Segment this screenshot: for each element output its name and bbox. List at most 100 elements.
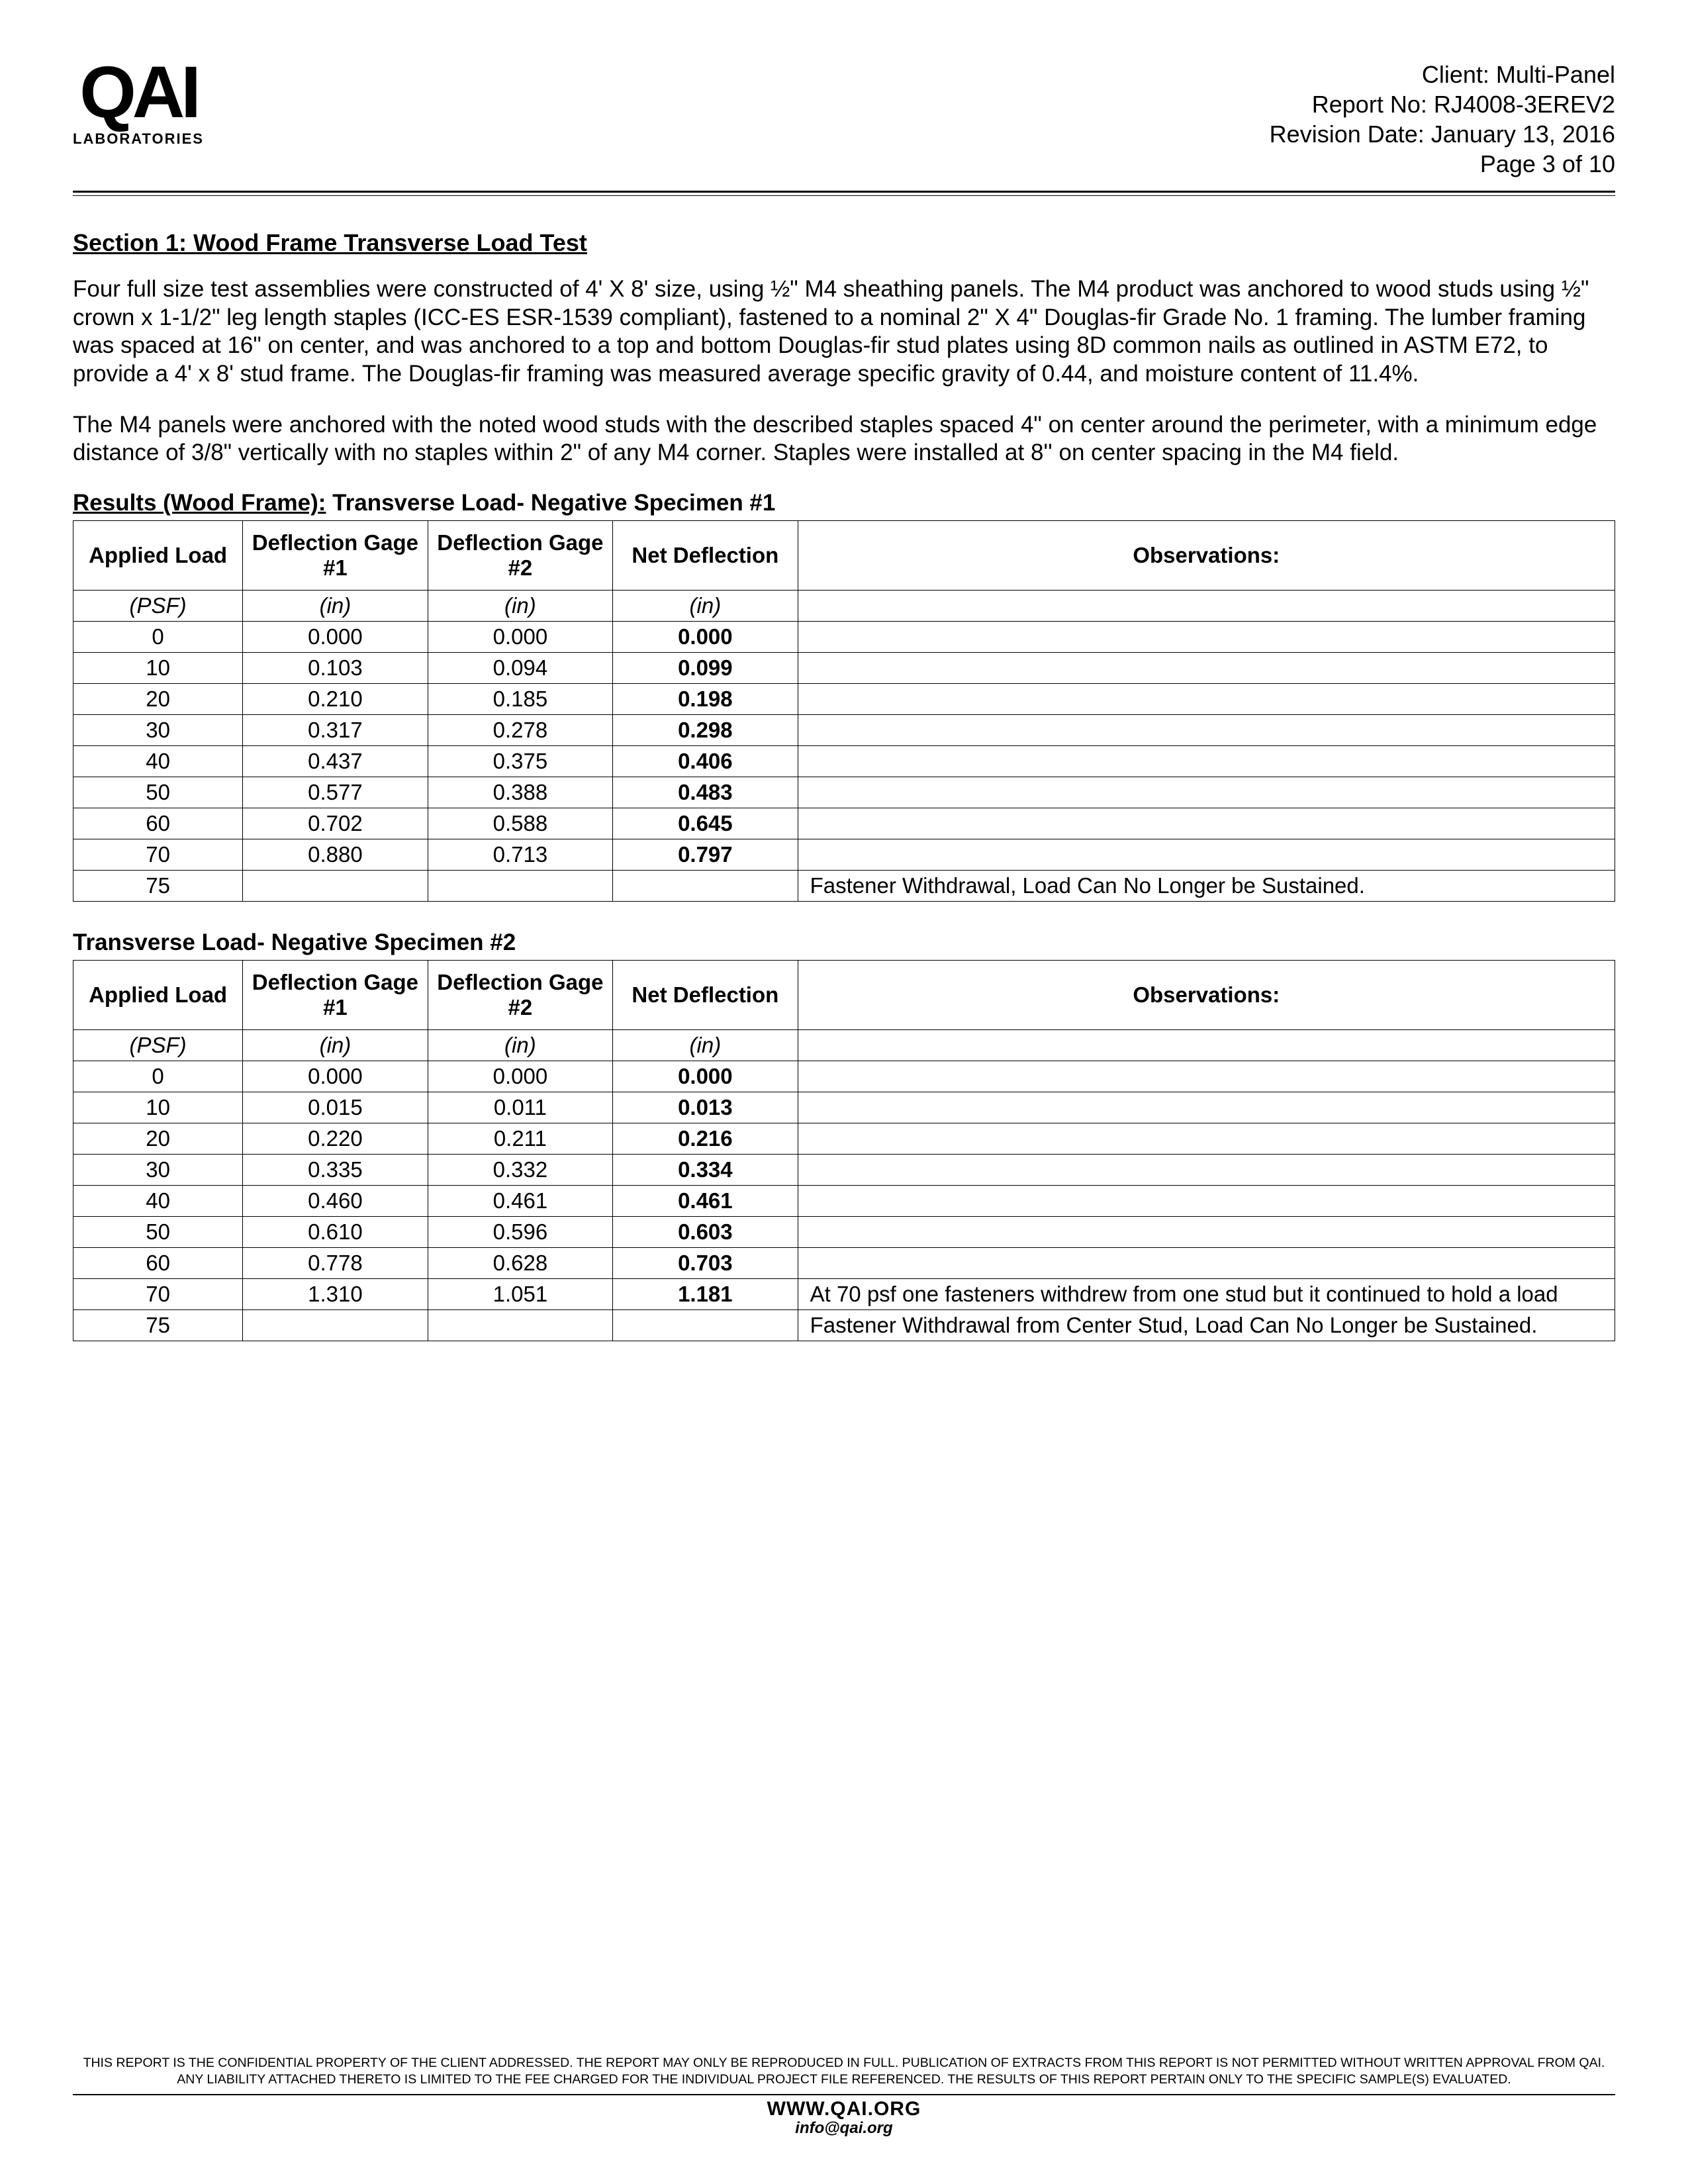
table2-body: 00.0000.0000.000100.0150.0110.013200.220… [73, 1061, 1615, 1341]
paragraph-2: The M4 panels were anchored with the not… [73, 411, 1615, 467]
cell-gage1: 0.317 [243, 715, 428, 746]
cell-gage1: 0.000 [243, 1061, 428, 1092]
cell-observation [798, 1216, 1615, 1247]
col-load: Applied Load [73, 521, 243, 591]
cell-net: 0.703 [613, 1247, 798, 1278]
cell-gage2: 0.375 [428, 746, 612, 777]
cell-gage2: 0.388 [428, 777, 612, 808]
page-header: QAI LABORATORIES Client: Multi-Panel Rep… [73, 60, 1615, 179]
results-label: Results (Wood Frame): [73, 490, 326, 516]
cell-gage2 [428, 1309, 612, 1341]
table-row: 600.7780.6280.703 [73, 1247, 1615, 1278]
cell-net [613, 871, 798, 902]
table-row: 100.1030.0940.099 [73, 653, 1615, 684]
cell-observation: Fastener Withdrawal from Center Stud, Lo… [798, 1309, 1615, 1341]
logo-sub: LABORATORIES [73, 130, 204, 148]
table-units-row: (PSF) (in) (in) (in) [73, 1029, 1615, 1061]
header-report-no: Report No: RJ4008-3EREV2 [1270, 89, 1615, 119]
table-row: 701.3101.0511.181At 70 psf one fasteners… [73, 1278, 1615, 1309]
unit-in: (in) [428, 1029, 612, 1061]
cell-gage1 [243, 1309, 428, 1341]
col-g1: Deflection Gage #1 [243, 521, 428, 591]
cell-gage1: 0.015 [243, 1092, 428, 1123]
cell-observation [798, 746, 1615, 777]
cell-net: 0.198 [613, 684, 798, 715]
cell-net: 0.216 [613, 1123, 798, 1154]
table-header-row: Applied Load Deflection Gage #1 Deflecti… [73, 521, 1615, 591]
table-row: 100.0150.0110.013 [73, 1092, 1615, 1123]
unit-in: (in) [243, 1029, 428, 1061]
cell-load: 30 [73, 715, 243, 746]
cell-gage1: 0.220 [243, 1123, 428, 1154]
cell-gage2: 0.588 [428, 808, 612, 839]
unit-in: (in) [243, 591, 428, 622]
cell-observation [798, 1092, 1615, 1123]
logo: QAI LABORATORIES [73, 60, 204, 148]
table2-heading: Transverse Load- Negative Specimen #2 [73, 929, 1615, 956]
cell-load: 40 [73, 1185, 243, 1216]
table-row: 700.8800.7130.797 [73, 839, 1615, 871]
cell-observation [798, 622, 1615, 653]
section-title: Section 1: Wood Frame Transverse Load Te… [73, 229, 1615, 257]
table2-caption: Transverse Load- Negative Specimen #2 [73, 929, 516, 955]
footer-url: WWW.QAI.ORG [73, 2098, 1615, 2120]
table-row: 00.0000.0000.000 [73, 1061, 1615, 1092]
table-row: 00.0000.0000.000 [73, 622, 1615, 653]
header-rule-thin [73, 195, 1615, 196]
cell-observation: At 70 psf one fasteners withdrew from on… [798, 1278, 1615, 1309]
cell-load: 10 [73, 653, 243, 684]
col-obs: Observations: [798, 961, 1615, 1030]
table-specimen-1: Applied Load Deflection Gage #1 Deflecti… [73, 520, 1615, 902]
header-client: Client: Multi-Panel [1270, 60, 1615, 89]
cell-net: 0.406 [613, 746, 798, 777]
table-row: 400.4370.3750.406 [73, 746, 1615, 777]
cell-observation [798, 1123, 1615, 1154]
table-row: 500.6100.5960.603 [73, 1216, 1615, 1247]
unit-psf: (PSF) [73, 591, 243, 622]
col-load: Applied Load [73, 961, 243, 1030]
cell-net: 0.298 [613, 715, 798, 746]
cell-gage1: 0.000 [243, 622, 428, 653]
cell-net: 0.000 [613, 622, 798, 653]
cell-load: 75 [73, 871, 243, 902]
paragraph-1: Four full size test assemblies were cons… [73, 275, 1615, 389]
table-row: 300.3170.2780.298 [73, 715, 1615, 746]
unit-blank [798, 1029, 1615, 1061]
col-net: Net Deflection [613, 961, 798, 1030]
cell-gage1: 0.103 [243, 653, 428, 684]
cell-load: 70 [73, 1278, 243, 1309]
cell-observation [798, 839, 1615, 871]
cell-gage2: 0.000 [428, 622, 612, 653]
unit-psf: (PSF) [73, 1029, 243, 1061]
unit-in: (in) [613, 591, 798, 622]
cell-gage2: 0.461 [428, 1185, 612, 1216]
col-g2: Deflection Gage #2 [428, 521, 612, 591]
cell-gage1: 0.778 [243, 1247, 428, 1278]
cell-gage2: 1.051 [428, 1278, 612, 1309]
cell-load: 75 [73, 1309, 243, 1341]
cell-gage1: 0.880 [243, 839, 428, 871]
cell-net: 0.334 [613, 1154, 798, 1185]
cell-gage1 [243, 871, 428, 902]
cell-net: 0.099 [613, 653, 798, 684]
page-footer: THIS REPORT IS THE CONFIDENTIAL PROPERTY… [73, 2055, 1615, 2138]
cell-gage2: 0.185 [428, 684, 612, 715]
cell-gage1: 0.577 [243, 777, 428, 808]
header-meta: Client: Multi-Panel Report No: RJ4008-3E… [1270, 60, 1615, 179]
table-row: 300.3350.3320.334 [73, 1154, 1615, 1185]
cell-net: 0.603 [613, 1216, 798, 1247]
cell-observation [798, 777, 1615, 808]
col-net: Net Deflection [613, 521, 798, 591]
col-g2: Deflection Gage #2 [428, 961, 612, 1030]
cell-net [613, 1309, 798, 1341]
cell-load: 30 [73, 1154, 243, 1185]
table-row: 75 Fastener Withdrawal from Center Stud, … [73, 1309, 1615, 1341]
cell-observation [798, 1154, 1615, 1185]
footer-email: info@qai.org [73, 2119, 1615, 2138]
cell-gage2 [428, 871, 612, 902]
table-row: 200.2100.1850.198 [73, 684, 1615, 715]
cell-gage2: 0.094 [428, 653, 612, 684]
cell-net: 0.483 [613, 777, 798, 808]
cell-load: 60 [73, 808, 243, 839]
cell-load: 10 [73, 1092, 243, 1123]
